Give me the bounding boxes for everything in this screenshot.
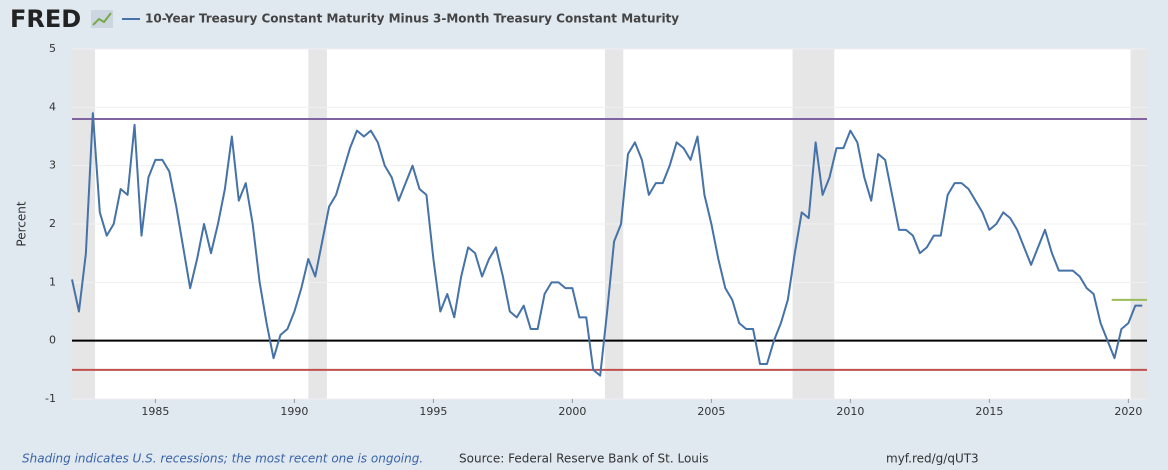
y-tick-label: 0 (49, 334, 56, 347)
y-tick-label: 4 (49, 100, 56, 113)
y-tick-label: 3 (49, 159, 56, 172)
logo-icon (91, 10, 113, 28)
x-tick-label: 1985 (141, 405, 169, 418)
y-tick-label: 2 (49, 217, 56, 230)
legend-label: 10-Year Treasury Constant Maturity Minus… (145, 12, 679, 26)
y-axis-label: Percent (15, 201, 29, 246)
x-tick-label: 2000 (558, 405, 586, 418)
x-tick-label: 1995 (419, 405, 447, 418)
x-tick-label: 2015 (975, 405, 1003, 418)
footer-url: myf.red/g/qUT3 (886, 452, 979, 466)
x-tick-label: 2010 (836, 405, 864, 418)
x-tick-label: 1990 (280, 405, 308, 418)
x-tick-label: 2005 (697, 405, 725, 418)
y-tick-label: 5 (49, 42, 56, 55)
x-tick-label: 2020 (1114, 405, 1142, 418)
footer-note: Shading indicates U.S. recessions; the m… (22, 452, 423, 466)
y-tick-label: 1 (49, 275, 56, 288)
footer-source: Source: Federal Reserve Bank of St. Loui… (459, 452, 708, 466)
data-line (71, 112, 1143, 377)
y-tick-label: -1 (45, 392, 56, 405)
logo: FRED (10, 5, 81, 33)
